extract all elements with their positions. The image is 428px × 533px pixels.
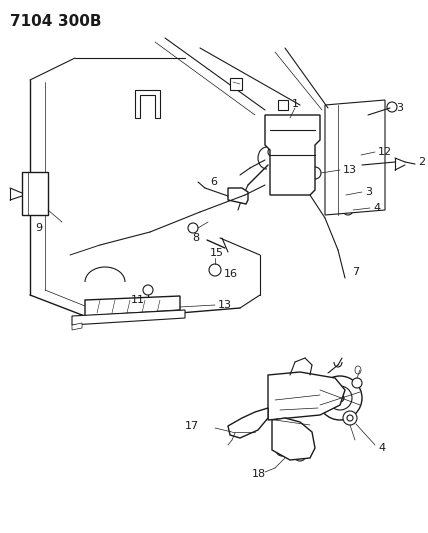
Text: 3: 3	[365, 187, 372, 197]
Text: 15: 15	[210, 248, 224, 258]
Text: 11: 11	[131, 295, 145, 305]
Text: 1: 1	[292, 99, 299, 109]
Polygon shape	[230, 78, 242, 90]
Circle shape	[168, 300, 176, 308]
Text: 4: 4	[373, 203, 380, 213]
Polygon shape	[325, 100, 385, 215]
Circle shape	[347, 415, 353, 421]
Circle shape	[328, 386, 352, 410]
Circle shape	[88, 304, 96, 312]
Circle shape	[287, 155, 293, 161]
Text: 18: 18	[252, 469, 266, 479]
Polygon shape	[228, 408, 268, 438]
Circle shape	[283, 151, 297, 165]
Circle shape	[349, 149, 361, 161]
Text: 2: 2	[418, 157, 425, 167]
Text: 16: 16	[224, 269, 238, 279]
Polygon shape	[272, 418, 315, 460]
Polygon shape	[72, 310, 185, 325]
Text: 13: 13	[343, 165, 357, 175]
Circle shape	[294, 449, 306, 461]
Polygon shape	[72, 323, 82, 330]
Circle shape	[268, 130, 278, 140]
Circle shape	[188, 223, 198, 233]
Text: 13: 13	[218, 300, 232, 310]
Polygon shape	[265, 115, 320, 195]
Circle shape	[334, 189, 346, 201]
Polygon shape	[135, 90, 160, 118]
Circle shape	[309, 167, 321, 179]
Text: 8: 8	[192, 233, 199, 243]
Circle shape	[303, 147, 313, 157]
Circle shape	[143, 285, 153, 295]
Circle shape	[303, 130, 313, 140]
Text: 4: 4	[378, 443, 385, 453]
Text: 7: 7	[352, 267, 359, 277]
Circle shape	[31, 189, 39, 197]
Polygon shape	[85, 296, 180, 316]
Circle shape	[276, 444, 288, 456]
Text: 3: 3	[396, 103, 403, 113]
Circle shape	[318, 376, 362, 420]
Text: 300B: 300B	[58, 14, 101, 29]
Polygon shape	[278, 100, 288, 110]
Circle shape	[387, 102, 397, 112]
Circle shape	[352, 378, 362, 388]
Circle shape	[336, 394, 344, 402]
Text: 9: 9	[35, 223, 42, 233]
Circle shape	[268, 147, 278, 157]
Polygon shape	[22, 172, 48, 215]
Circle shape	[297, 452, 303, 458]
Text: 7104: 7104	[10, 14, 52, 29]
Text: 12: 12	[378, 147, 392, 157]
Circle shape	[343, 205, 353, 215]
Circle shape	[279, 447, 285, 453]
Circle shape	[209, 264, 221, 276]
Text: 17: 17	[185, 421, 199, 431]
Circle shape	[343, 411, 357, 425]
Text: 6: 6	[210, 177, 217, 187]
Polygon shape	[268, 372, 345, 420]
Circle shape	[276, 144, 304, 172]
Polygon shape	[228, 188, 248, 204]
